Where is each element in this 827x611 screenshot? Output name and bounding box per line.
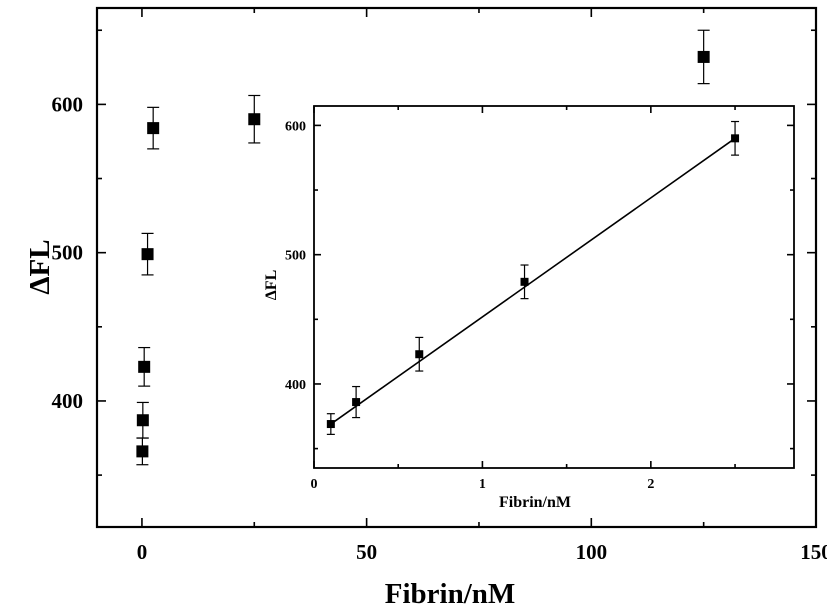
inset-plot: 0 1 2 400 500 600 Fibrin/nM ΔFL: [263, 105, 795, 511]
x-tick-label: 50: [356, 540, 377, 564]
data-point: [147, 122, 160, 135]
inset-axis-ticks: 0 1 2 400 500 600: [285, 106, 794, 492]
x-tick-label: 2: [647, 477, 654, 492]
y-tick-label: 600: [52, 92, 84, 116]
data-point: [731, 134, 740, 143]
main-y-axis-title: ΔFL: [24, 239, 56, 294]
data-point: [352, 398, 361, 407]
x-tick-label: 0: [311, 477, 318, 492]
main-axis-ticks: 0 50 100 150 400 500 600: [52, 8, 827, 564]
inset-y-axis-title: ΔFL: [263, 270, 280, 300]
inset-fit-line: [330, 137, 736, 425]
data-point: [138, 360, 151, 373]
data-point: [136, 414, 149, 427]
x-tick-label: 100: [576, 540, 608, 564]
y-tick-label: 400: [52, 389, 84, 413]
inset-x-axis-title: Fibrin/nM: [499, 494, 571, 511]
x-tick-label: 1: [479, 477, 486, 492]
y-tick-label: 500: [285, 249, 306, 264]
y-tick-label: 600: [285, 119, 306, 134]
data-point: [248, 113, 261, 126]
linear-fit-line: [330, 137, 736, 425]
x-tick-label: 0: [137, 540, 148, 564]
main-plot: 0 50 100 150 400 500 600 Fibrin/nM ΔFL: [24, 6, 827, 610]
main-data-points: [136, 50, 710, 458]
data-point: [697, 50, 710, 63]
inset-data-points: [326, 134, 740, 429]
x-tick-label: 150: [800, 540, 827, 564]
y-tick-label: 500: [52, 241, 84, 265]
main-plot-frame: [95, 6, 818, 529]
data-point: [415, 350, 424, 359]
main-x-axis-title: Fibrin/nM: [385, 578, 516, 610]
data-point: [136, 445, 149, 458]
data-point: [326, 420, 335, 429]
inset-plot-frame: [313, 105, 795, 469]
data-point: [520, 277, 529, 286]
data-point: [141, 248, 154, 261]
y-tick-label: 400: [285, 378, 306, 393]
